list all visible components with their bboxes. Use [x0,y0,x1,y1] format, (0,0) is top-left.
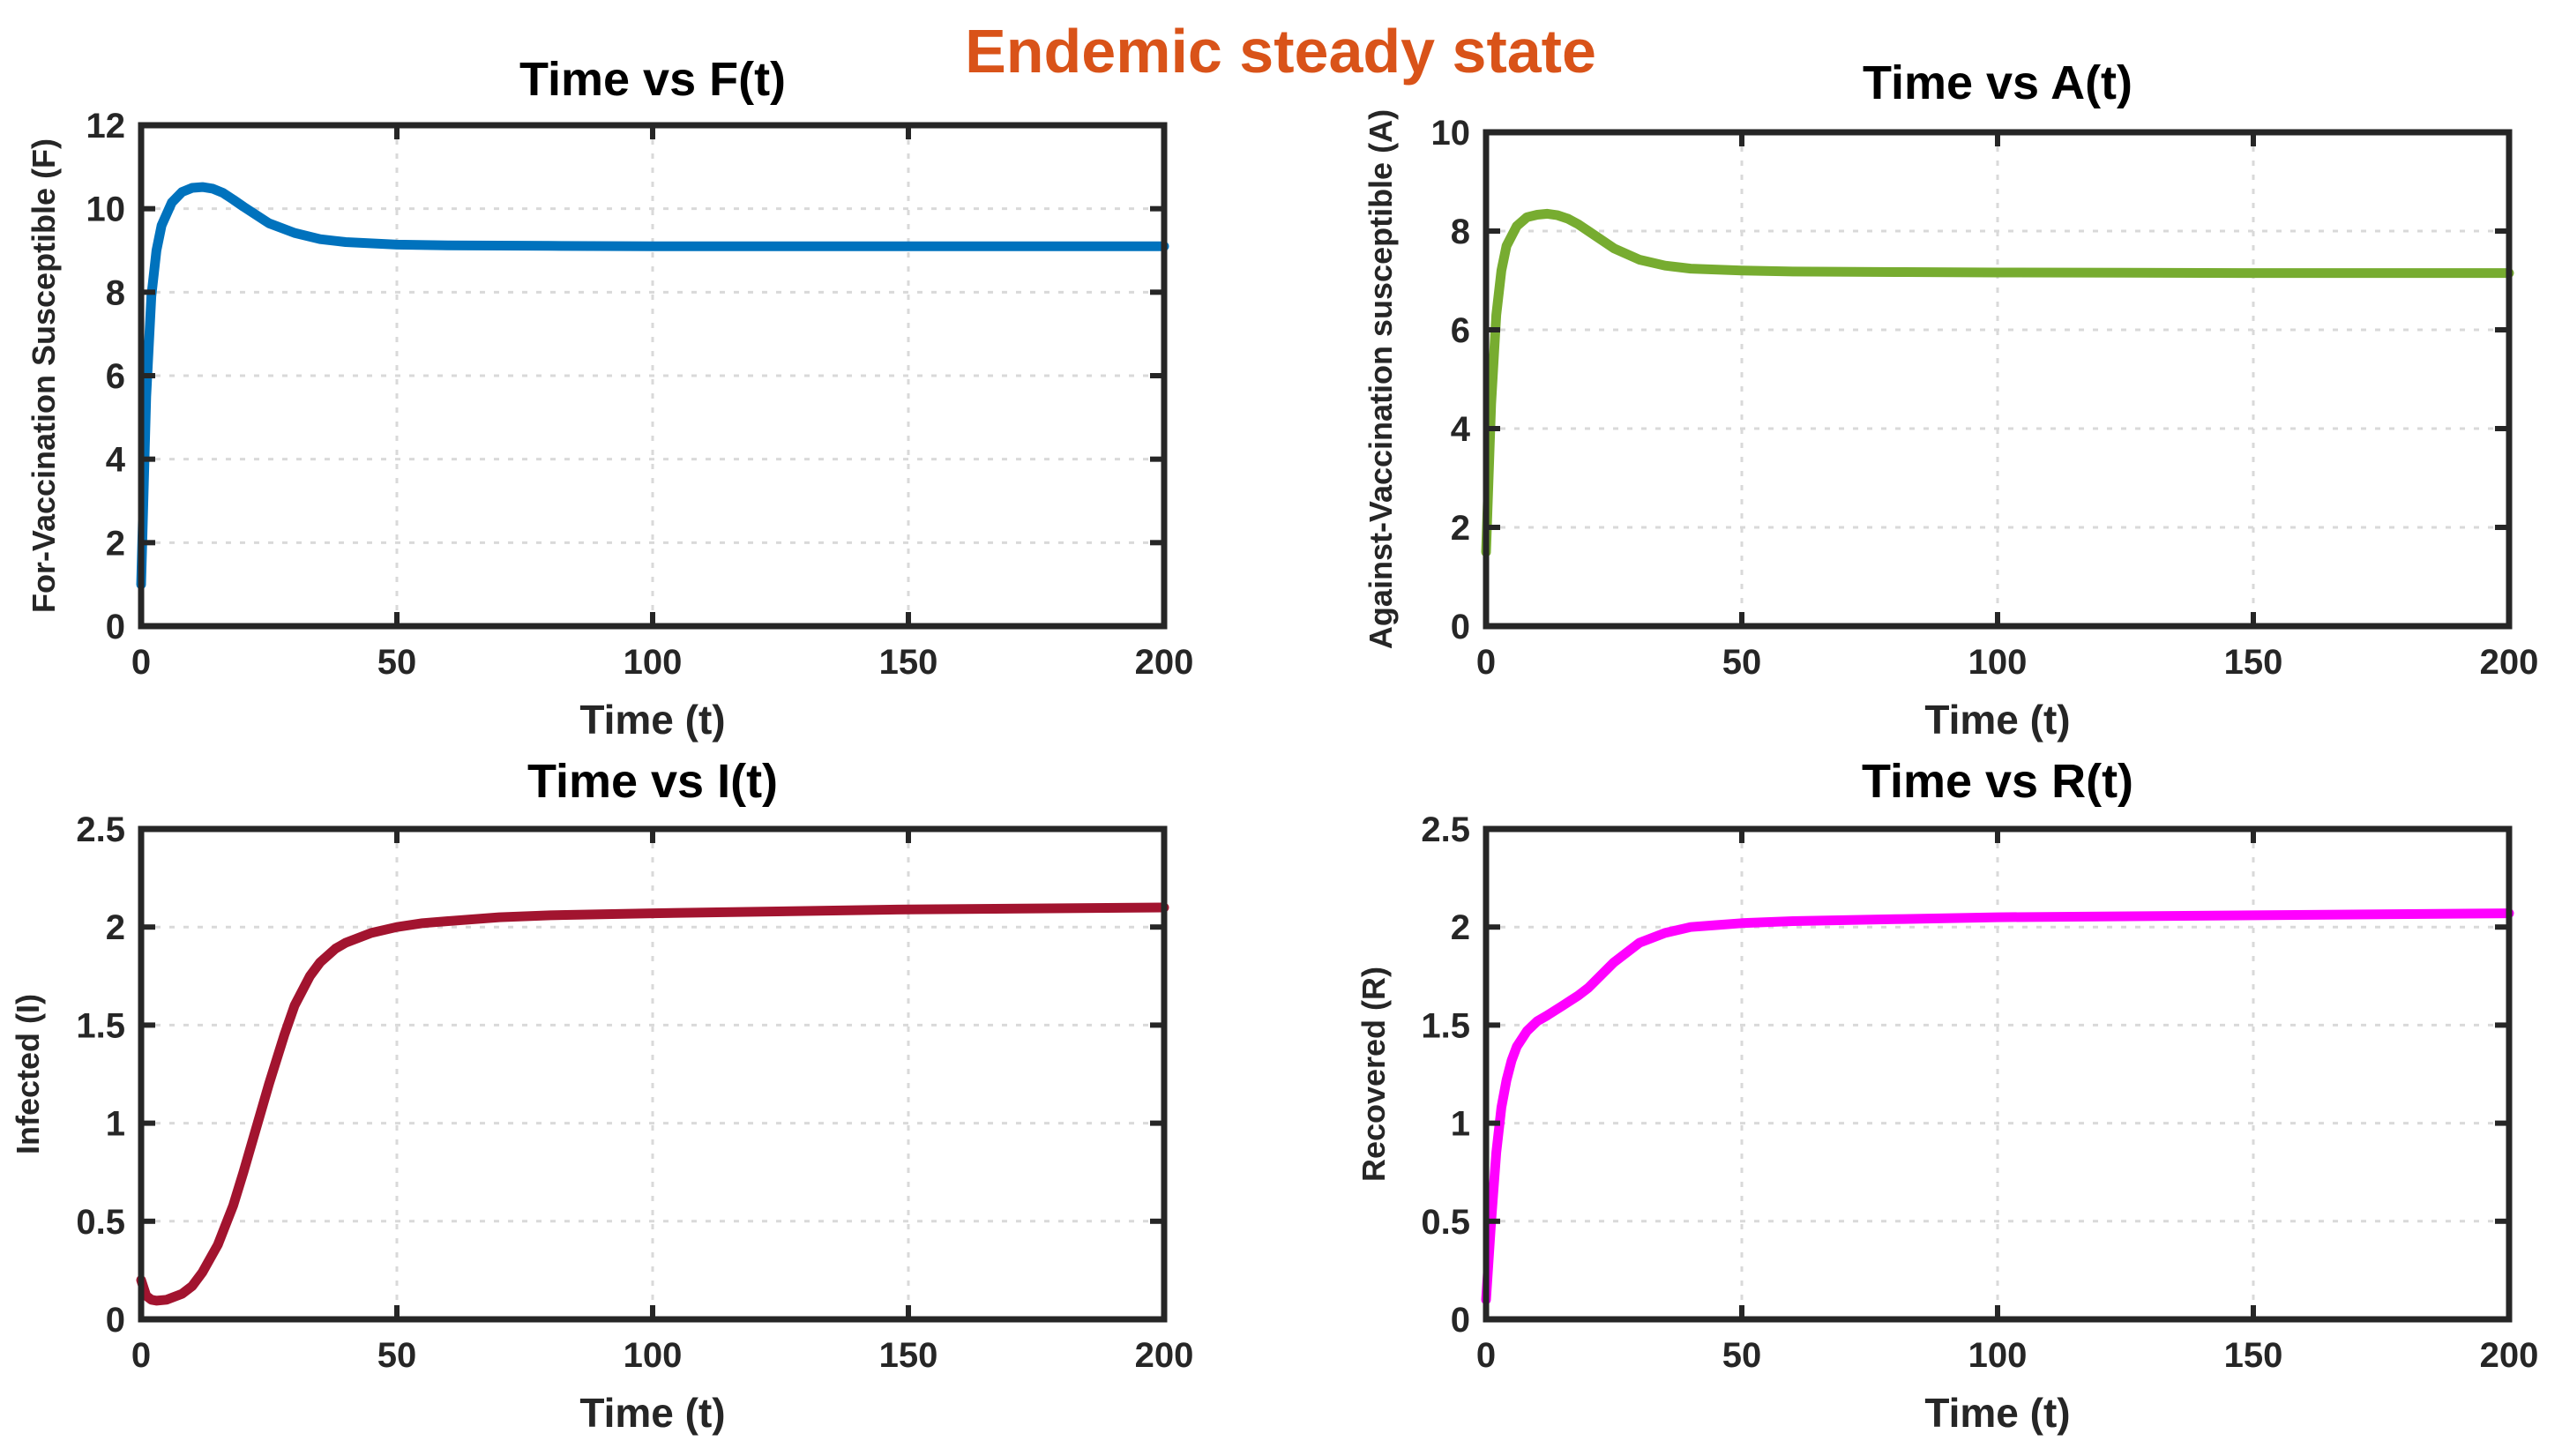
y-tick-label: 4 [106,441,126,480]
y-tick-label: 0.5 [1421,1203,1470,1242]
x-axis-label: Time (t) [1924,697,2070,743]
y-tick-label: 6 [106,357,125,396]
y-tick-label: 0.5 [76,1203,125,1242]
y-tick-label: 1 [106,1105,125,1144]
y-tick-label: 10 [1431,114,1471,153]
x-tick-label: 0 [1476,643,1496,682]
y-tick-label: 4 [1451,410,1471,449]
series-line-i-t [136,902,1169,1306]
y-axis-label: Infected (I) [10,994,46,1154]
x-tick-label: 200 [2480,643,2539,682]
x-tick-label: 200 [1135,1336,1194,1375]
y-axis-label: For-Vaccination Susceptible (F) [26,138,62,613]
y-tick-label: 8 [106,273,125,312]
y-tick-label: 1.5 [76,1006,125,1045]
x-tick-label: 150 [2224,1336,2283,1375]
y-axis-label: Against-Vaccination susceptible (A) [1363,109,1399,649]
subplot-title: Time vs I(t) [527,755,778,808]
y-tick-label: 2.5 [1421,810,1470,849]
subplot-4: 0 50 100 150 200 0 0.5 1 1.5 2 2.5 Time vs R(t) Time… [1356,755,2538,1436]
subplot-title: Time vs R(t) [1862,755,2133,808]
y-tick-label: 0 [106,608,125,646]
x-axis-label: Time (t) [1924,1390,2070,1436]
series-line-f-t [136,182,1169,590]
y-tick-label: 0 [106,1301,125,1340]
series-line-a-t [1481,208,2514,557]
y-tick-label: 12 [86,107,126,146]
x-tick-label: 50 [1722,643,1762,682]
x-tick-label: 150 [879,643,938,682]
subplot-2: 0 50 100 150 200 0 2 4 6 8 10 Time vs A(t) Time (t) A… [1363,56,2538,743]
x-tick-label: 150 [2224,643,2283,682]
y-tick-label: 1 [1451,1105,1470,1144]
subplot-1: 0 50 100 150 200 0 2 4 6 8 10 12 Time vs F(t) Time (t… [26,53,1193,743]
x-tick-label: 0 [1476,1336,1496,1375]
x-tick-label: 200 [1135,643,1194,682]
y-axis-label: Recovered (R) [1356,967,1392,1182]
x-axis-label: Time (t) [579,697,725,743]
y-tick-label: 2 [106,524,125,563]
subplot-3: 0 50 100 150 200 0 0.5 1 1.5 2 2.5 Time vs I(t) Time… [10,755,1193,1436]
y-tick-label: 10 [86,190,126,229]
x-tick-label: 50 [377,1336,417,1375]
x-tick-label: 50 [1722,1336,1762,1375]
subplot-title: Time vs F(t) [519,53,786,106]
x-tick-label: 150 [879,1336,938,1375]
y-tick-label: 2.5 [76,810,125,849]
figure-suptitle: Endemic steady state [965,17,1596,86]
y-tick-label: 2 [1451,908,1470,947]
y-tick-label: 0 [1451,1301,1470,1340]
x-tick-label: 50 [377,643,417,682]
y-tick-label: 1.5 [1421,1006,1470,1045]
y-tick-label: 2 [106,908,125,947]
x-tick-label: 100 [1968,643,2028,682]
x-tick-label: 0 [131,643,151,682]
x-tick-label: 100 [624,1336,683,1375]
x-axis-label: Time (t) [579,1390,725,1436]
x-tick-label: 0 [131,1336,151,1375]
y-tick-label: 0 [1451,608,1470,646]
x-tick-label: 200 [2480,1336,2539,1375]
y-tick-label: 6 [1451,311,1470,350]
y-tick-label: 2 [1451,509,1470,548]
y-tick-label: 8 [1451,213,1470,251]
x-tick-label: 100 [624,643,683,682]
subplot-title: Time vs A(t) [1863,56,2133,109]
x-tick-label: 100 [1968,1336,2028,1375]
series-line-r-t [1481,908,2514,1305]
